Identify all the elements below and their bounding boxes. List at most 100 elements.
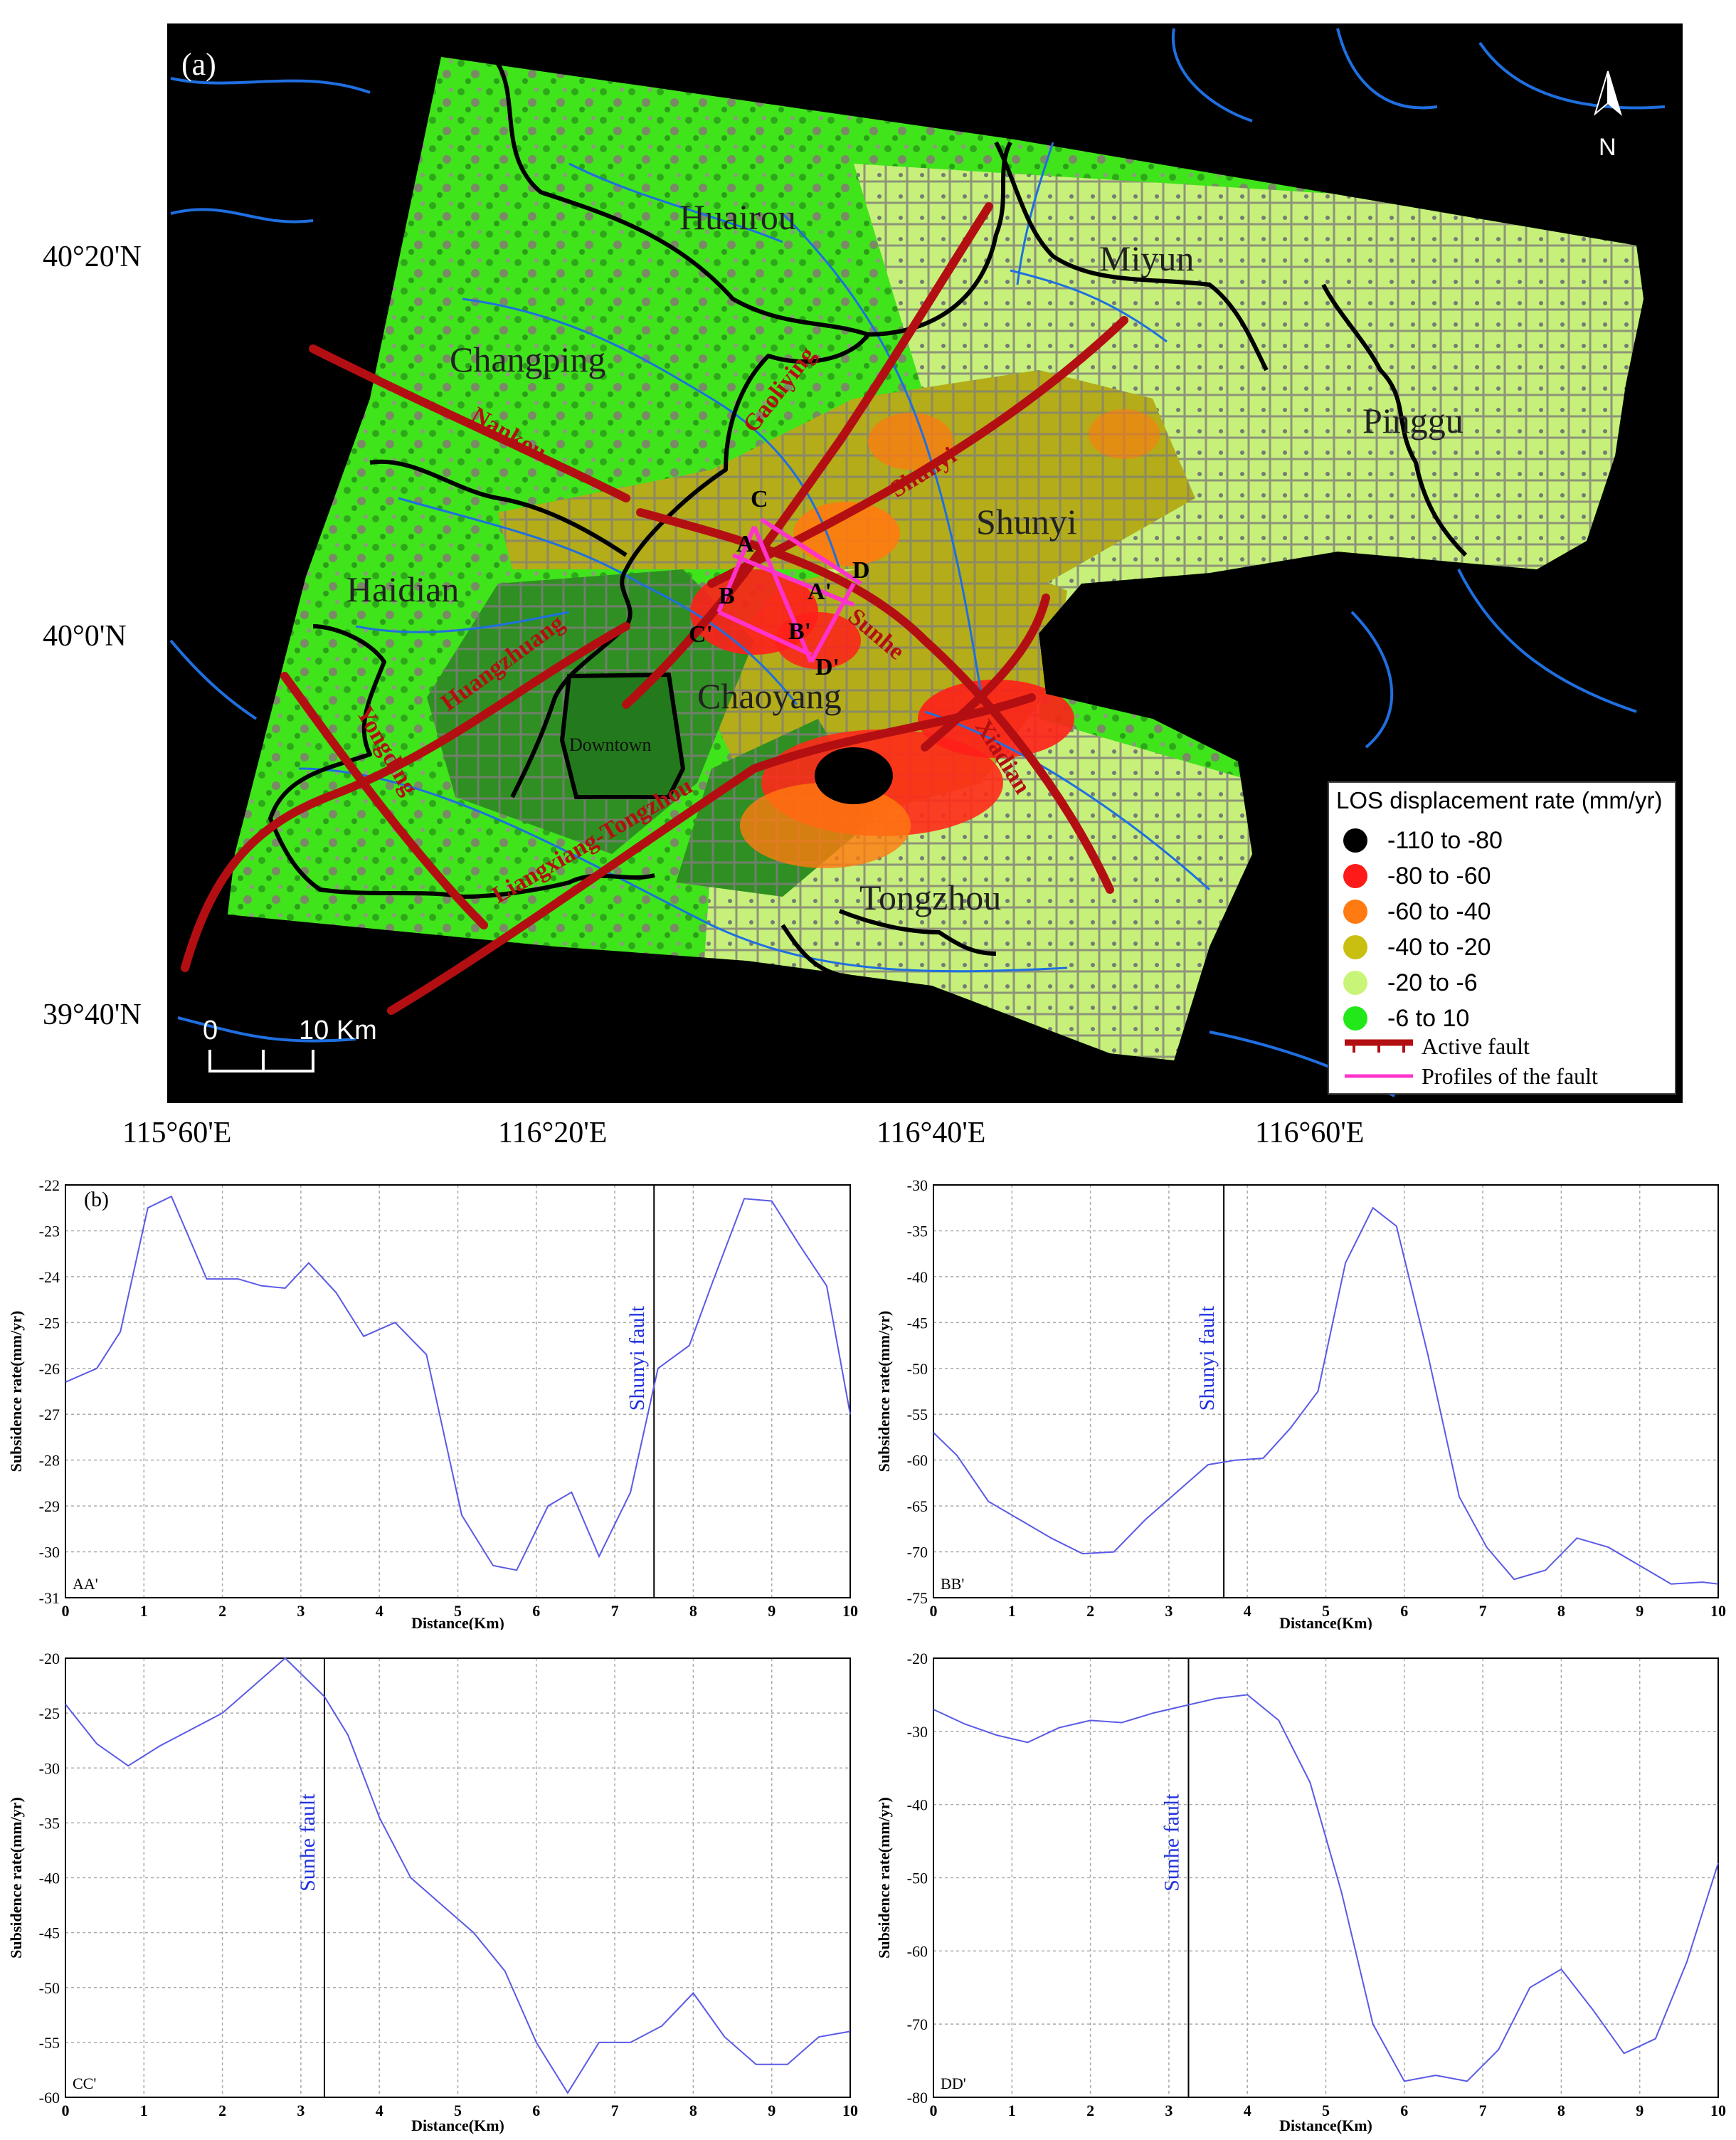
profile-series-line	[65, 1657, 851, 2094]
legend-fault-label: Active fault	[1422, 1033, 1530, 1059]
legend-swatch	[1343, 935, 1367, 959]
x-tick-label: 9	[768, 1602, 776, 1620]
legend-title: LOS displacement rate (mm/yr)	[1336, 787, 1663, 813]
x-tick-label: 6	[532, 1602, 540, 1620]
x-tick-label: 0	[930, 2102, 938, 2119]
profile-lines	[716, 517, 862, 663]
profile-label: DD'	[941, 2075, 966, 2092]
x-tick-label: 2	[1086, 2102, 1094, 2119]
active-faults	[181, 202, 1128, 1015]
x-tick-label: 0	[930, 1602, 938, 1620]
map-ticks	[167, 23, 1683, 1103]
x-tick-label: 8	[1557, 2102, 1565, 2119]
x-tick-label: 0	[62, 2102, 70, 2119]
x-tick-label: 2	[218, 1602, 226, 1620]
fault-marker-label: Shunyi fault	[1195, 1305, 1219, 1411]
district-label: Changping	[450, 339, 605, 379]
y-tick-label: -65	[907, 1497, 928, 1515]
district-label: Huairou	[679, 197, 796, 237]
scale-end-label: 10 Km	[299, 1016, 377, 1045]
x-axis-label: Distance(Km)	[411, 1614, 504, 1630]
x-tick-label: 8	[689, 2102, 697, 2119]
profile-point-label: A	[736, 531, 754, 557]
x-tick-label: 3	[1165, 1602, 1173, 1620]
profile-point-label: C	[751, 486, 768, 512]
x-tick-label: 1	[1008, 2102, 1016, 2119]
district-boundaries	[268, 63, 1468, 1055]
profile-point-label: B	[719, 583, 735, 609]
y-tick-label: -30	[907, 1176, 928, 1194]
legend-swatch	[1343, 864, 1367, 888]
lon-label: 116°40'E	[877, 1117, 986, 1149]
fault-line-icon	[1345, 1039, 1413, 1053]
rivers-inside	[298, 142, 1211, 973]
legend-label: -60 to -40	[1387, 897, 1491, 925]
profile-line-icon	[1345, 1074, 1413, 1078]
x-tick-label: 2	[1086, 1602, 1094, 1620]
profile-point-label: D'	[815, 654, 840, 680]
x-tick-label: 10	[842, 2102, 858, 2119]
profile-label: AA'	[73, 1575, 98, 1593]
y-tick-label: -45	[907, 1314, 928, 1332]
y-tick-label: -31	[39, 1589, 60, 1607]
x-tick-label: 3	[1165, 2102, 1173, 2119]
legend-label: -80 to -60	[1387, 862, 1491, 890]
x-tick-label: 5	[454, 2102, 462, 2119]
fault-marker-label: Sunhe fault	[296, 1793, 319, 1892]
lon-label: 116°60'E	[1255, 1117, 1365, 1149]
x-tick-label: 8	[1557, 1602, 1565, 1620]
x-tick-label: 4	[1244, 1602, 1251, 1620]
x-tick-label: 9	[768, 2102, 776, 2119]
x-tick-label: 5	[1322, 2102, 1330, 2119]
profile-chart-aa: 0 1 2 3 4 5 6 7 8 9 10 -22 -23 -24 -25 -26 -27 -28 -29 -30 -…	[0, 1167, 868, 1632]
plot-frame	[65, 1184, 851, 1598]
y-tick-label: -45	[39, 1924, 60, 1942]
downtown-area	[559, 672, 686, 799]
chart-svg: 0 1 2 3 4 5 6 7 8 9 10 -20 -25 -30 -35 -40 -45 -50 -55 -60 S…	[7, 1650, 858, 2134]
y-tick-label: -40	[907, 1268, 928, 1286]
x-tick-label: 10	[842, 1602, 858, 1620]
fault-marker-label: Sunhe fault	[1160, 1793, 1183, 1892]
x-tick-label: 8	[689, 1602, 697, 1620]
profile-point-label: D	[852, 557, 870, 584]
y-tick-label: -60	[907, 1452, 928, 1470]
y-tick-label: -35	[39, 1814, 60, 1832]
x-tick-label: 9	[1636, 1602, 1644, 1620]
y-tick-label: -50	[907, 1360, 928, 1378]
y-tick-label: -55	[39, 2034, 60, 2052]
scale-start-label: 0	[203, 1016, 218, 1045]
x-axis-label: Distance(Km)	[411, 2117, 504, 2134]
y-axis-label: Subsidence rate(mm/yr)	[7, 1311, 25, 1472]
map-panel: Huairou Miyun Changping Pinggu Shunyi Ha…	[167, 23, 1683, 1103]
y-tick-label: -75	[907, 1589, 928, 1607]
legend-swatch	[1343, 971, 1367, 995]
y-tick-label: -35	[907, 1222, 928, 1240]
legend-item: -60 to -40	[1343, 895, 1491, 928]
district-label: Shunyi	[976, 502, 1077, 542]
y-tick-label: -50	[39, 1979, 60, 1997]
y-tick-label: -28	[39, 1452, 60, 1470]
y-tick-label: -60	[907, 1942, 928, 1960]
plot-frame	[933, 1184, 1719, 1598]
lon-label: 115°60'E	[122, 1117, 232, 1149]
x-tick-label: 1	[140, 1602, 148, 1620]
plot-frame	[65, 1657, 851, 2098]
y-tick-label: -20	[907, 1650, 928, 1667]
district-label: Pinggu	[1362, 401, 1464, 441]
legend-swatch	[1343, 1006, 1367, 1031]
legend: LOS displacement rate (mm/yr) -110 to -8…	[1328, 781, 1676, 1095]
legend-fault-row: Active fault	[1343, 1032, 1530, 1060]
lat-label: 39°40'N	[43, 998, 142, 1031]
profile-label: CC'	[73, 2075, 96, 2092]
district-label: Miyun	[1099, 238, 1194, 278]
north-arrow	[1594, 70, 1622, 116]
profile-series-line	[65, 1195, 851, 1571]
district-label: Tongzhou	[859, 877, 1001, 917]
profile-point-label: A'	[808, 579, 832, 605]
north-label: N	[1599, 134, 1616, 161]
y-tick-label: -30	[39, 1759, 60, 1777]
y-tick-label: -29	[39, 1497, 60, 1515]
y-tick-label: -60	[39, 2089, 60, 2107]
x-tick-label: 4	[376, 1602, 383, 1620]
y-tick-label: -80	[907, 2089, 928, 2107]
